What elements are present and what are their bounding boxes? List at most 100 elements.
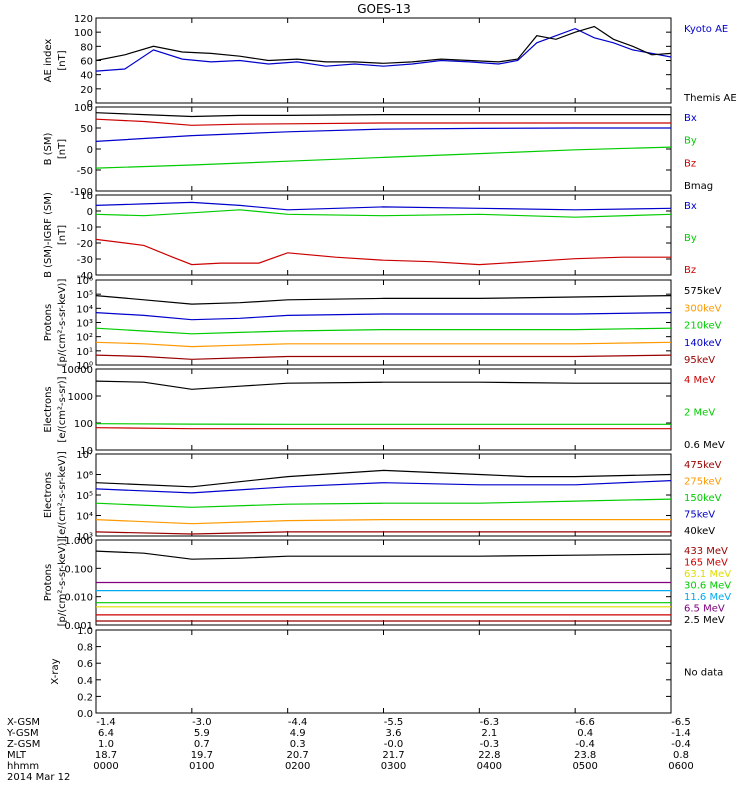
y-tick-label: 10⁵ <box>76 290 93 301</box>
panel-5: 10 100 1000 10000 Electrons [e/(cm²-s-sr)] 4 M… <box>43 365 725 457</box>
y-tick-label: 10⁴ <box>76 512 93 523</box>
legend-entry: 275keV <box>684 477 722 488</box>
legend-entry: 11.6 MeV <box>684 592 731 603</box>
orbit-value: -0.4 <box>575 739 595 750</box>
series-line-by <box>96 209 671 218</box>
plot-date: 2014 Mar 12 <box>7 772 70 783</box>
series-line-210kev <box>96 327 671 335</box>
legend-entry: 433 MeV <box>684 546 728 557</box>
legend-entry: 4 MeV <box>684 375 715 386</box>
legend-entry: 75keV <box>684 510 715 521</box>
y-tick-label: 10³ <box>76 319 93 330</box>
y-tick-label: 10⁷ <box>76 450 93 461</box>
y-tick-label: 100 <box>74 28 93 39</box>
legend-entry: By <box>684 233 697 244</box>
y-axis-label: [nT] <box>57 50 68 70</box>
series-line-4-mev <box>96 427 671 430</box>
orbit-value: -4.4 <box>288 717 308 728</box>
orbit-value: 0.4 <box>577 728 593 739</box>
series-line-0.6-mev <box>96 380 671 390</box>
y-tick-label: 80 <box>80 42 93 53</box>
series-group <box>96 380 671 430</box>
orbit-value: -6.6 <box>575 717 595 728</box>
y-tick-label: 10⁶ <box>76 276 93 287</box>
orbit-value: 0300 <box>381 761 406 772</box>
legend-entry: 210keV <box>684 321 722 332</box>
y-tick-label: 10⁵ <box>76 491 93 502</box>
orbit-value: 0500 <box>572 761 597 772</box>
legend-entry: By <box>684 136 697 147</box>
series-line-575kev <box>96 295 671 305</box>
y-tick-label: -100 <box>70 187 93 198</box>
orbit-row-label: hhmm <box>7 761 39 772</box>
y-tick-label: -10 <box>77 223 93 234</box>
legend-entry: Bz <box>684 265 696 276</box>
chart-title: GOES-13 <box>357 2 411 16</box>
y-axis-label: Electrons <box>43 472 54 518</box>
y-axis-label: [nT] <box>57 139 68 159</box>
legend-entry: 2 MeV <box>684 408 715 419</box>
y-axis-label: Protons <box>43 564 54 601</box>
orbit-value: 3.6 <box>386 728 402 739</box>
y-tick-label: 20 <box>80 85 93 96</box>
legend-entry: 165 MeV <box>684 558 728 569</box>
orbit-value: 19.7 <box>191 750 213 761</box>
y-axis-label: [e/(cm²-s-sr)] <box>57 376 68 442</box>
series-line-75kev <box>96 480 671 494</box>
y-axis-label: [e/(cm²-s-sr-keV)] <box>57 451 68 539</box>
panel-7: 0.001 0.010 0.100 1.000 Protons [p/(cm²-s-sr-… <box>43 536 731 632</box>
legend-entry: 0.6 MeV <box>684 440 725 451</box>
orbit-value: 1.0 <box>98 739 114 750</box>
legend-entry: 575keV <box>684 286 722 297</box>
orbit-value: 0200 <box>285 761 310 772</box>
orbit-value: 0000 <box>93 761 118 772</box>
y-tick-label: 10³ <box>76 532 93 543</box>
series-line-bz <box>96 118 671 126</box>
series-group <box>96 295 671 360</box>
orbit-value: 23.8 <box>574 750 596 761</box>
y-tick-label: 0.0 <box>77 709 93 720</box>
legend-entry: 95keV <box>684 355 715 366</box>
y-axis-label: X-ray <box>50 658 61 684</box>
orbit-value: -6.5 <box>671 717 691 728</box>
panel-frame <box>95 368 672 451</box>
y-tick-label: 0.010 <box>64 593 93 604</box>
orbit-value: -0.0 <box>384 739 404 750</box>
orbit-value: 2.1 <box>481 728 497 739</box>
y-tick-label: 0 <box>87 99 93 110</box>
y-tick-label: 10 <box>80 446 93 457</box>
y-tick-label: 50 <box>80 124 93 135</box>
series-line-kyoto-ae <box>96 27 671 72</box>
no-data-note: No data <box>684 668 723 679</box>
y-tick-label: 1.0 <box>77 626 93 637</box>
series-line-bmag <box>96 112 671 118</box>
legend-entry: Bmag <box>684 181 713 192</box>
orbit-value: 0600 <box>668 761 693 772</box>
orbit-row-label: X-GSM <box>7 717 40 728</box>
legend-entry: Bx <box>684 201 697 212</box>
y-tick-label: 60 <box>80 57 93 68</box>
y-tick-label: 0.6 <box>77 659 93 670</box>
y-tick-label: 100 <box>74 103 93 114</box>
orbit-ephemeris-table: X-GSM -1.4 -3.0 -4.4 -5.5 -6.3 -6.6 -6.5 Y-GSM 6.… <box>6 717 694 783</box>
series-line-2-mev <box>96 423 671 425</box>
series-line-bx <box>96 127 671 142</box>
y-tick-label: -20 <box>77 239 93 250</box>
y-tick-label: 1000 <box>68 392 93 403</box>
y-axis-label: Electrons <box>43 386 54 432</box>
orbit-value: 21.7 <box>382 750 404 761</box>
legend-entry: Bz <box>684 158 696 169</box>
series-line-2.5-mev <box>96 550 671 560</box>
orbit-value: -6.3 <box>480 717 500 728</box>
legend-entry: 475keV <box>684 460 722 471</box>
orbit-row-label: Y-GSM <box>6 728 39 739</box>
series-line-bx <box>96 201 671 211</box>
orbit-value: -5.5 <box>384 717 404 728</box>
panel-6: 10³ 10⁴ 10⁵ 10⁶ 10⁷ Electrons [e/(cm²-s-sr-keV… <box>43 450 722 543</box>
y-tick-label: 40 <box>80 71 93 82</box>
legend-entry: 140keV <box>684 338 722 349</box>
orbit-row-label: MLT <box>7 750 27 761</box>
orbit-value: 18.7 <box>95 750 117 761</box>
legend-entry: 150keV <box>684 493 722 504</box>
